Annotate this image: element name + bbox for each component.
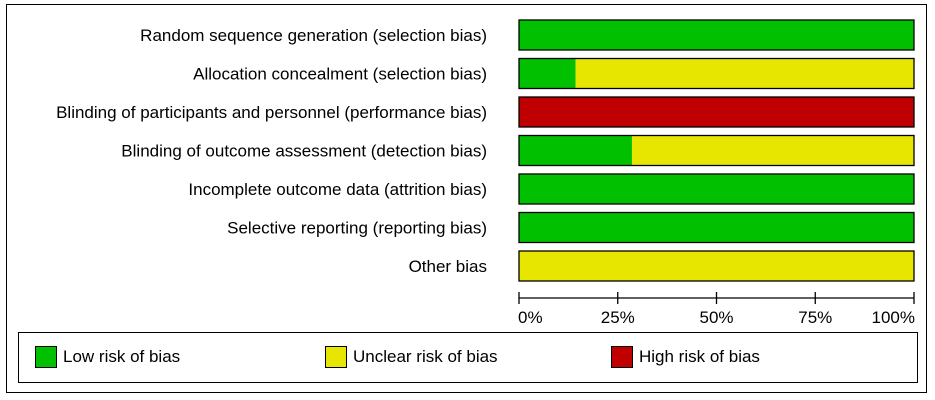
x-tick-label: 25% — [601, 308, 635, 327]
legend-swatch-low — [35, 346, 57, 368]
legend-swatch-unclear — [325, 346, 347, 368]
legend-item-unclear: Unclear risk of bias — [325, 345, 498, 369]
bar-segment-low — [519, 20, 914, 50]
bar-segment-low — [519, 135, 632, 166]
bar-outline — [518, 211, 915, 244]
legend: Low risk of bias Unclear risk of bias Hi… — [18, 332, 918, 383]
category-label: Selective reporting (reporting bias) — [227, 219, 487, 238]
legend-label-low: Low risk of bias — [63, 347, 181, 366]
bar-outline — [518, 19, 915, 51]
x-tick-label: 75% — [798, 308, 832, 327]
bar-outline — [518, 57, 915, 90]
x-tick-label: 0% — [518, 308, 543, 327]
bar-segment-low — [519, 174, 914, 204]
bar-outline — [518, 96, 915, 128]
bar-outline — [518, 250, 915, 282]
legend-label-high: High risk of bias — [639, 347, 760, 366]
x-tick-label: 50% — [699, 308, 733, 327]
bar-outline — [518, 134, 915, 167]
category-label: Blinding of outcome assessment (detectio… — [121, 142, 487, 161]
category-label: Allocation concealment (selection bias) — [193, 65, 487, 84]
x-tick-label: 100% — [872, 308, 915, 327]
category-label: Random sequence generation (selection bi… — [140, 26, 487, 45]
bar-segment-low — [519, 58, 576, 89]
bar-outline — [518, 173, 915, 205]
category-label: Other bias — [409, 257, 487, 276]
bar-segment-high — [519, 97, 914, 127]
legend-item-high: High risk of bias — [611, 345, 760, 369]
category-label: Blinding of participants and personnel (… — [56, 103, 487, 122]
legend-swatch-high — [611, 346, 633, 368]
category-label: Incomplete outcome data (attrition bias) — [188, 180, 487, 199]
bar-segment-low — [519, 212, 914, 243]
legend-label-unclear: Unclear risk of bias — [353, 347, 498, 366]
bar-segment-unclear — [631, 135, 914, 166]
bar-segment-unclear — [575, 58, 914, 89]
bar-segment-unclear — [519, 251, 914, 281]
legend-item-low: Low risk of bias — [35, 345, 180, 369]
